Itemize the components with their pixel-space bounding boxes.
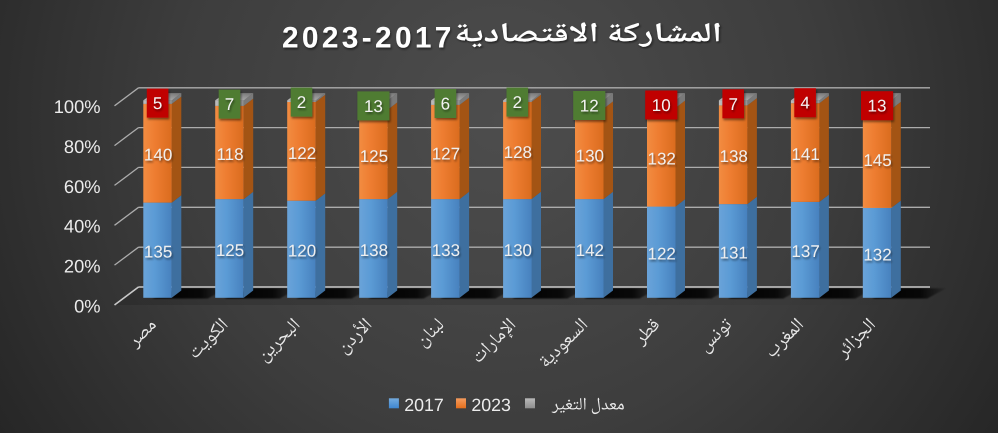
svg-text:20%: 20%: [64, 255, 101, 276]
svg-text:7: 7: [728, 95, 737, 114]
svg-text:137: 137: [791, 242, 819, 261]
svg-text:5: 5: [153, 94, 162, 113]
svg-text:0%: 0%: [74, 295, 100, 316]
svg-text:2023: 2023: [471, 395, 511, 415]
svg-text:135: 135: [144, 243, 172, 262]
svg-text:120: 120: [288, 242, 316, 261]
svg-text:100%: 100%: [54, 96, 101, 117]
svg-text:80%: 80%: [64, 136, 101, 157]
svg-text:128: 128: [504, 143, 532, 162]
svg-text:4: 4: [800, 94, 809, 113]
svg-text:125: 125: [360, 147, 388, 166]
svg-text:2: 2: [297, 93, 306, 112]
svg-text:2: 2: [513, 93, 522, 112]
svg-text:122: 122: [648, 245, 676, 264]
svg-text:13: 13: [364, 97, 383, 116]
svg-text:131: 131: [720, 243, 748, 262]
svg-text:130: 130: [576, 146, 604, 165]
svg-text:40%: 40%: [64, 216, 101, 237]
svg-text:142: 142: [576, 241, 604, 260]
svg-text:141: 141: [791, 145, 819, 164]
svg-text:60%: 60%: [64, 176, 101, 197]
svg-text:140: 140: [144, 146, 172, 165]
svg-text:127: 127: [432, 144, 460, 163]
svg-text:6: 6: [441, 95, 450, 114]
svg-text:133: 133: [432, 241, 460, 260]
svg-text:13: 13: [868, 97, 887, 116]
svg-text:132: 132: [648, 150, 676, 169]
svg-text:2023-2017: 2023-2017: [282, 22, 455, 55]
svg-text:138: 138: [360, 241, 388, 260]
svg-text:122: 122: [288, 144, 316, 163]
svg-text:7: 7: [225, 95, 234, 114]
svg-text:12: 12: [580, 97, 599, 116]
svg-text:138: 138: [720, 147, 748, 166]
svg-text:118: 118: [216, 145, 243, 164]
svg-text:10: 10: [652, 96, 671, 115]
svg-text:2017: 2017: [404, 395, 444, 415]
svg-text:125: 125: [216, 241, 244, 260]
svg-text:130: 130: [504, 241, 532, 260]
svg-text:132: 132: [863, 245, 891, 264]
svg-text:145: 145: [863, 151, 891, 170]
